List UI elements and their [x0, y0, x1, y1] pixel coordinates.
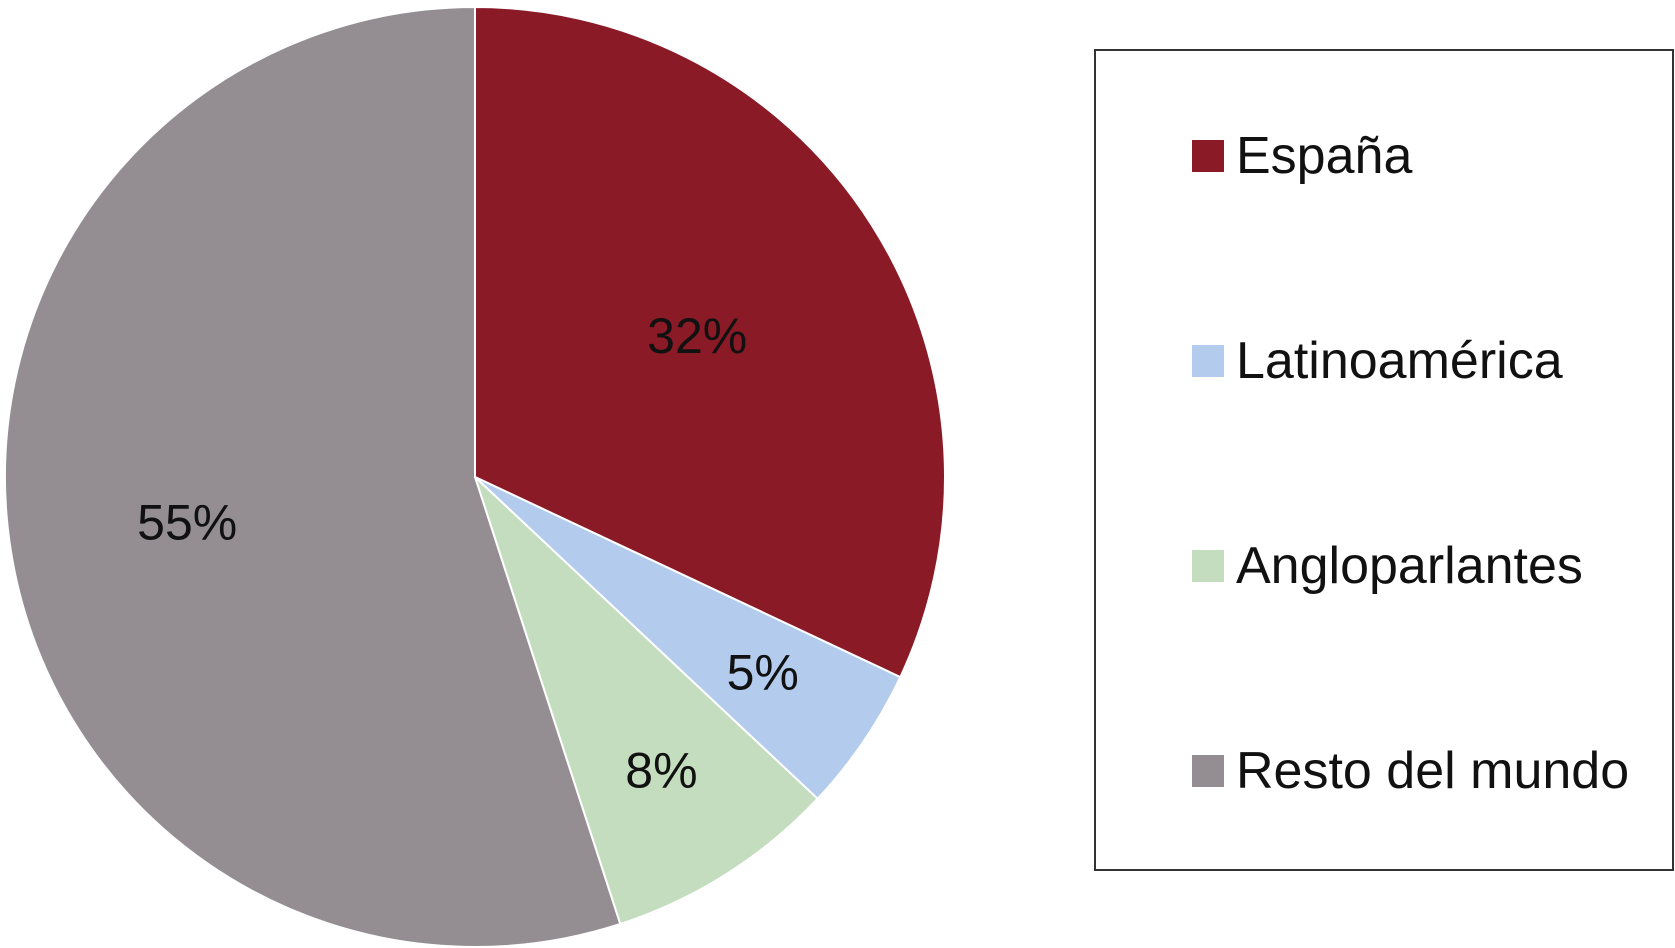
slice-data-label: 55%	[137, 495, 237, 551]
legend-label: Latinoamérica	[1236, 332, 1563, 390]
legend-label: España	[1236, 127, 1412, 185]
legend-swatch	[1192, 345, 1224, 377]
legend-label: Angloparlantes	[1236, 537, 1583, 595]
pie-slice-4	[4, 5, 622, 948]
legend: España Latinoamérica Angloparlantes Resto d…	[1094, 49, 1674, 871]
pie-slice-1	[474, 5, 946, 679]
pie-data-labels: 32% 5% 8% 55%	[137, 308, 799, 799]
legend-box	[1094, 49, 1674, 871]
pie-slices	[4, 5, 946, 948]
slice-data-label: 8%	[625, 743, 697, 799]
pie-slice-3	[474, 476, 820, 926]
slice-data-label: 5%	[727, 645, 799, 701]
slice-data-label: 32%	[647, 308, 747, 364]
legend-label: Resto del mundo	[1236, 742, 1629, 800]
legend-swatch	[1192, 140, 1224, 172]
pie-slice-2	[474, 476, 902, 801]
legend-swatch	[1192, 550, 1224, 582]
legend-swatch	[1192, 755, 1224, 787]
